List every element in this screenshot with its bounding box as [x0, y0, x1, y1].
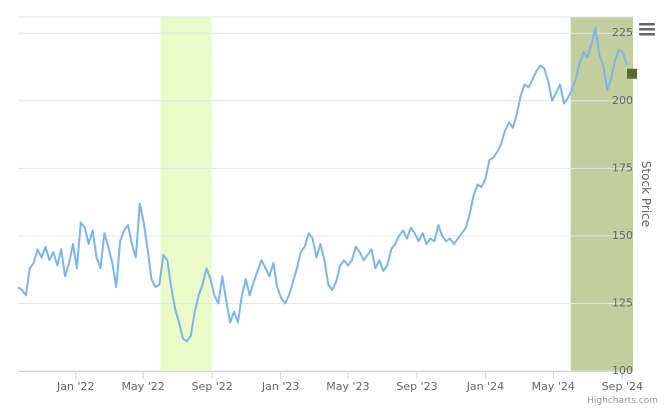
x-tick-label: May '24 — [532, 380, 575, 393]
x-tick-label: Sep '24 — [602, 380, 643, 393]
x-axis: Jan '22 May '22 Sep '22 Jan '23 May '23 Sep '… — [56, 371, 643, 393]
credits-link[interactable]: Highcharts.com — [587, 396, 658, 406]
y-tick-label: 150 — [612, 229, 633, 242]
menu-button[interactable] — [636, 18, 660, 40]
x-tick-label: Jan '23 — [261, 380, 299, 393]
y-tick-label: 125 — [612, 296, 633, 309]
hamburger-icon — [639, 23, 655, 36]
current-price-marker — [627, 68, 637, 79]
x-tick-label: Jan '22 — [56, 380, 94, 393]
x-tick-label: May '22 — [121, 380, 164, 393]
y-tick-label: 100 — [612, 364, 633, 377]
current-price-square — [627, 68, 637, 79]
series-line-1 — [17, 26, 628, 343]
plot-bands — [160, 17, 633, 371]
x-tick-label: Jan '24 — [466, 380, 504, 393]
y-tick-label: 200 — [612, 94, 633, 107]
x-tick-label: May '23 — [326, 380, 369, 393]
y-tick-label: 225 — [612, 26, 633, 39]
y-axis: 100 125 150 175 200 225 — [612, 26, 633, 377]
x-tick-label: Sep '23 — [396, 380, 437, 393]
x-tick-label: Sep '22 — [192, 380, 233, 393]
series-group — [17, 26, 628, 343]
y-axis-title: Stock Price — [639, 161, 653, 227]
plot-band-2 — [570, 17, 633, 371]
y-tick-label: 175 — [612, 161, 633, 174]
plot-band-1 — [160, 17, 212, 371]
